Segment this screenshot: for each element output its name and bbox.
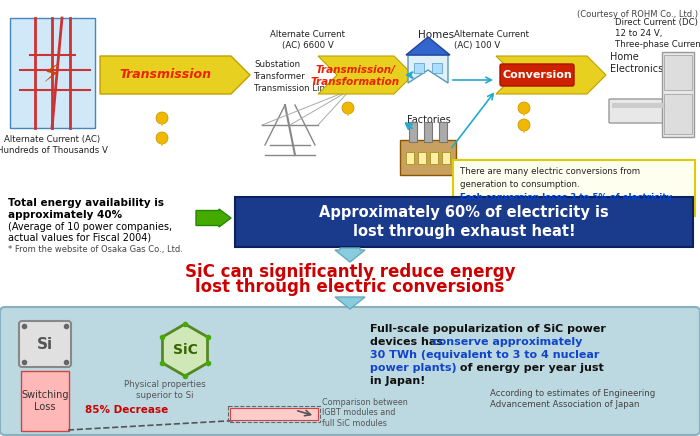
FancyBboxPatch shape (609, 99, 669, 123)
Polygon shape (408, 55, 448, 83)
Polygon shape (496, 56, 606, 94)
FancyBboxPatch shape (21, 371, 69, 431)
Text: Comparison between
IGBT modules and
full SiC modules: Comparison between IGBT modules and full… (322, 398, 407, 428)
Text: SiC can significantly reduce energy: SiC can significantly reduce energy (185, 263, 515, 281)
Text: lost through electric conversions: lost through electric conversions (195, 278, 505, 296)
Text: Full-scale popularization of SiC power: Full-scale popularization of SiC power (370, 324, 606, 334)
Text: According to estimates of Engineering
Advancement Association of Japan: According to estimates of Engineering Ad… (490, 389, 655, 409)
Text: Substation
Transformer
Transmission Line: Substation Transformer Transmission Line (254, 60, 330, 92)
FancyBboxPatch shape (414, 63, 424, 73)
FancyBboxPatch shape (10, 18, 95, 128)
Text: Total energy availability is: Total energy availability is (8, 198, 164, 208)
FancyBboxPatch shape (664, 94, 692, 134)
Polygon shape (406, 37, 450, 55)
FancyBboxPatch shape (235, 197, 693, 247)
Text: Direct Current (DC)
12 to 24 V,
Three-phase Current: Direct Current (DC) 12 to 24 V, Three-ph… (615, 18, 700, 49)
FancyBboxPatch shape (400, 140, 456, 175)
Text: 30 TWh (equivalent to 3 to 4 nuclear: 30 TWh (equivalent to 3 to 4 nuclear (370, 350, 599, 360)
Text: ⚡: ⚡ (43, 63, 61, 87)
Text: power plants): power plants) (370, 363, 456, 373)
Text: 85% Decrease: 85% Decrease (85, 405, 168, 415)
FancyBboxPatch shape (662, 52, 694, 137)
FancyBboxPatch shape (409, 122, 417, 142)
Text: There are many electric conversions from: There are many electric conversions from (460, 167, 640, 176)
Polygon shape (520, 108, 528, 116)
Polygon shape (318, 56, 413, 94)
Text: Physical properties
superior to Si: Physical properties superior to Si (124, 380, 206, 400)
FancyBboxPatch shape (418, 152, 426, 164)
FancyBboxPatch shape (430, 152, 438, 164)
FancyBboxPatch shape (424, 122, 432, 142)
Circle shape (518, 119, 530, 131)
Text: Approximately 60% of electricity is
lost through exhaust heat!: Approximately 60% of electricity is lost… (319, 205, 609, 239)
Text: of energy per year just: of energy per year just (456, 363, 603, 373)
Circle shape (156, 132, 168, 144)
Text: (Courtesy of ROHM Co., Ltd.): (Courtesy of ROHM Co., Ltd.) (577, 10, 698, 19)
Text: Transformation: Transformation (310, 77, 400, 87)
Text: SiC: SiC (173, 343, 197, 357)
FancyBboxPatch shape (432, 63, 442, 73)
FancyBboxPatch shape (230, 408, 318, 420)
FancyArrow shape (335, 297, 365, 309)
Text: approximately 40%: approximately 40% (8, 210, 122, 220)
FancyBboxPatch shape (406, 152, 414, 164)
Polygon shape (162, 324, 207, 376)
Text: Alternate Current
(AC) 6600 V: Alternate Current (AC) 6600 V (270, 30, 346, 50)
Text: * From the website of Osaka Gas Co., Ltd.: * From the website of Osaka Gas Co., Ltd… (8, 245, 183, 254)
Text: conserve approximately: conserve approximately (432, 337, 582, 347)
Text: actual values for Fiscal 2004): actual values for Fiscal 2004) (8, 232, 151, 242)
Text: Switching
Loss: Switching Loss (21, 390, 69, 412)
Circle shape (342, 102, 354, 114)
Text: Homes: Homes (418, 30, 454, 40)
Text: Si: Si (37, 337, 53, 351)
Polygon shape (158, 138, 166, 146)
Polygon shape (100, 56, 250, 94)
Circle shape (156, 112, 168, 124)
FancyBboxPatch shape (442, 152, 450, 164)
Text: Each conversion loses 3 to 5% of electricity.: Each conversion loses 3 to 5% of electri… (460, 193, 675, 202)
Text: devices has: devices has (370, 337, 447, 347)
FancyBboxPatch shape (439, 122, 447, 142)
FancyArrow shape (335, 248, 365, 262)
Text: Alternate Current
(AC) 100 V: Alternate Current (AC) 100 V (454, 30, 529, 50)
Text: Conversion: Conversion (502, 70, 572, 80)
Text: Home
Electronics: Home Electronics (610, 52, 664, 74)
FancyBboxPatch shape (453, 160, 695, 216)
FancyBboxPatch shape (0, 307, 700, 435)
Circle shape (518, 102, 530, 114)
FancyArrow shape (196, 209, 231, 227)
Polygon shape (158, 118, 166, 126)
FancyBboxPatch shape (612, 103, 666, 108)
FancyBboxPatch shape (500, 64, 574, 86)
Polygon shape (344, 108, 352, 116)
Text: Alternate Current (AC)
Hundreds of Thousands V: Alternate Current (AC) Hundreds of Thous… (0, 135, 107, 155)
Text: (Average of 10 power companies,: (Average of 10 power companies, (8, 222, 172, 232)
FancyBboxPatch shape (19, 321, 71, 367)
Text: Transmission: Transmission (119, 68, 211, 82)
Text: Transmission/: Transmission/ (315, 65, 395, 75)
Polygon shape (520, 125, 528, 133)
Text: generation to consumption.: generation to consumption. (460, 180, 580, 189)
Text: Factories: Factories (407, 115, 451, 125)
Text: in Japan!: in Japan! (370, 376, 426, 386)
FancyBboxPatch shape (664, 55, 692, 90)
